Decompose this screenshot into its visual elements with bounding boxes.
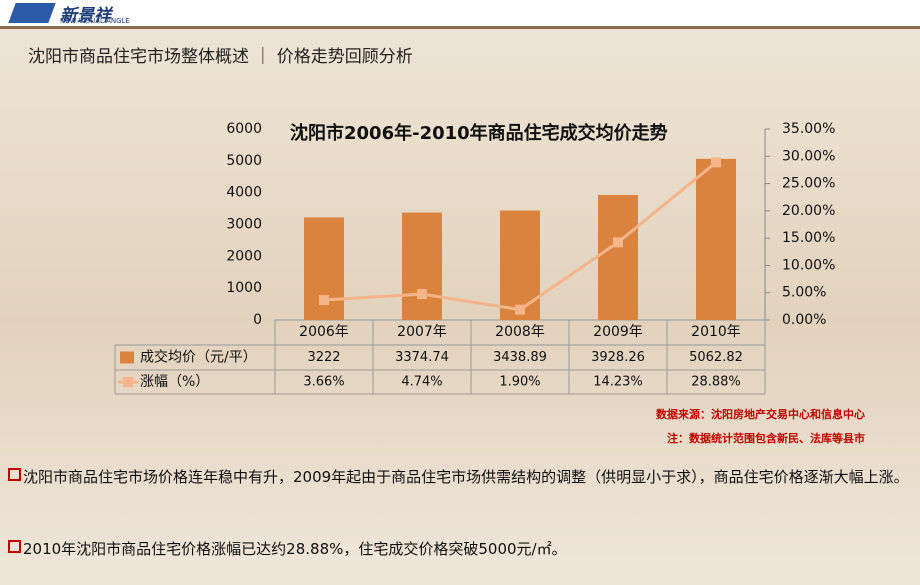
marker <box>613 237 623 248</box>
y2-tick-label: 15.00% <box>782 230 835 246</box>
y-tick-label: 1000 <box>226 280 262 296</box>
y2-tick-label: 25.00% <box>782 176 835 192</box>
x-tick-label: 2007年 <box>397 324 447 340</box>
legend-label: 成交均价（元/平） <box>140 349 257 366</box>
page-title: 沈阳市商品住宅市场整体概述 ｜ 价格走势回顾分析 <box>28 47 413 67</box>
y-tick-label: 5000 <box>226 153 262 169</box>
y2-tick-label: 0.00% <box>782 312 826 328</box>
marker <box>711 157 721 168</box>
bullet-icon <box>8 468 21 481</box>
x-tick-label: 2006年 <box>299 324 349 340</box>
table-value: 1.90% <box>499 375 540 390</box>
table-value: 28.88% <box>691 375 741 390</box>
y-tick-label: 6000 <box>226 121 262 137</box>
legend-label: 涨幅（%） <box>140 374 209 390</box>
y2-tick-label: 10.00% <box>782 257 835 273</box>
logo-text: 新景祥 <box>60 6 111 26</box>
table-value: 3.66% <box>303 375 344 390</box>
table-value: 3222 <box>307 350 340 365</box>
bullet-icon <box>8 540 21 553</box>
table-value: 14.23% <box>593 375 643 390</box>
x-tick-label: 2008年 <box>495 324 545 340</box>
legend-swatch <box>120 351 134 364</box>
logo-subtext: NEW VISUAL ANGLE <box>60 17 130 25</box>
table-value: 3374.74 <box>395 350 449 365</box>
y2-tick-label: 30.00% <box>782 148 835 164</box>
y-tick-label: 4000 <box>226 185 262 201</box>
bar <box>696 158 736 320</box>
bullet-text: 沈阳市商品住宅市场价格连年稳中有升，2009年起由于商品住宅市场供需结构的调整（… <box>23 468 909 486</box>
legend-marker <box>123 377 133 387</box>
bullet: 2010年沈阳市商品住宅价格涨幅已达约28.88%，住宅成交价格突破5000元/… <box>8 535 913 564</box>
chart-title: 沈阳市2006年-2010年商品住宅成交均价走势 <box>290 122 668 144</box>
bar <box>598 194 638 320</box>
y-tick-label: 3000 <box>226 217 262 233</box>
y2-tick-label: 20.00% <box>782 203 835 219</box>
y-tick-label: 0 <box>253 312 262 328</box>
bullet-text: 2010年沈阳市商品住宅价格涨幅已达约28.88%，住宅成交价格突破5000元/… <box>23 540 567 558</box>
marker <box>319 295 329 306</box>
x-tick-label: 2009年 <box>593 324 643 340</box>
table-value: 3438.89 <box>493 350 547 365</box>
bar <box>500 210 540 320</box>
bullet: 沈阳市商品住宅市场价格连年稳中有升，2009年起由于商品住宅市场供需结构的调整（… <box>8 463 913 492</box>
marker <box>417 289 427 300</box>
top-bar: 新景祥 NEW VISUAL ANGLE <box>0 0 920 29</box>
bar <box>402 212 442 320</box>
y-tick-label: 2000 <box>226 248 262 264</box>
table-value: 4.74% <box>401 375 442 390</box>
chart: 沈阳市2006年-2010年商品住宅成交均价走势 0 1000 2000 3000 40… <box>114 121 835 395</box>
y2-tick-label: 5.00% <box>782 285 826 301</box>
source-note: 数据来源：沈阳房地产交易中心和信息中心 <box>656 408 865 421</box>
y2-tick-label: 35.00% <box>782 121 835 137</box>
x-tick-label: 2010年 <box>691 324 741 340</box>
table-value: 5062.82 <box>689 350 743 365</box>
marker <box>515 304 525 315</box>
table-value: 3928.26 <box>591 350 645 365</box>
scope-note: 注：数据统计范围包含新民、法库等县市 <box>667 432 865 445</box>
